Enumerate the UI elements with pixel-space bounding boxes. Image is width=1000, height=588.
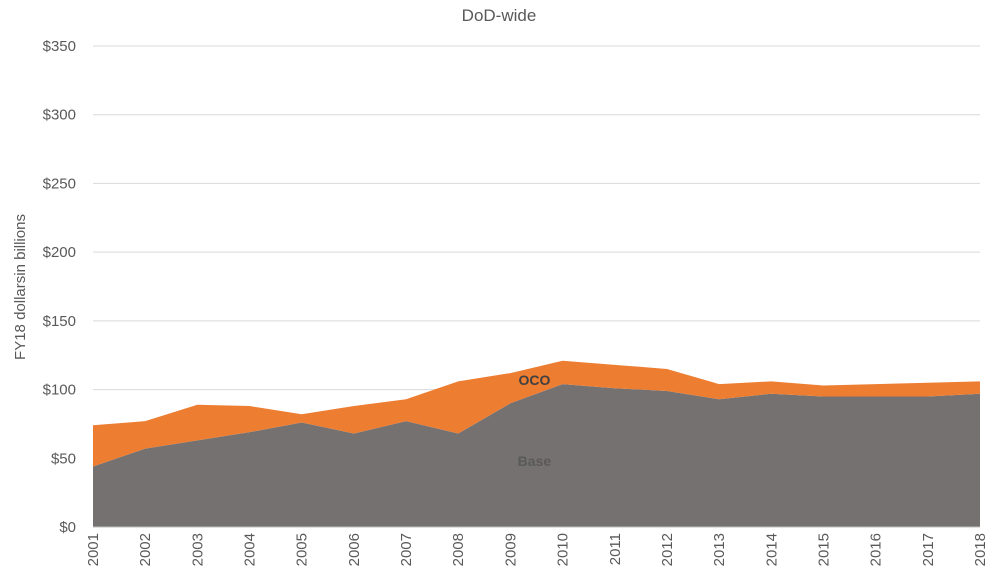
x-tick-label: 2009 xyxy=(502,533,519,566)
x-tick-label: 2006 xyxy=(346,533,363,566)
x-tick-label: 2018 xyxy=(972,533,989,566)
y-tick-label: $100 xyxy=(43,382,76,399)
y-tick-label: $150 xyxy=(43,313,76,330)
x-tick-label: 2008 xyxy=(450,533,467,566)
y-axis-ticks: $0 $50 $100 $150 $200 $250 $300 $350 xyxy=(43,38,76,536)
x-tick-label: 2007 xyxy=(398,533,415,566)
x-tick-label: 2002 xyxy=(137,533,154,566)
area-oco xyxy=(93,360,980,467)
x-tick-label: 2003 xyxy=(189,533,206,566)
chart-title: DoD-wide xyxy=(462,6,537,25)
x-tick-label: 2010 xyxy=(555,533,572,566)
x-tick-label: 2005 xyxy=(294,533,311,566)
x-tick-label: 2012 xyxy=(659,533,676,566)
x-tick-label: 2014 xyxy=(763,533,780,566)
x-tick-label: 2011 xyxy=(607,533,624,565)
area-base xyxy=(93,384,980,527)
x-axis-ticks: 2001 2002 2003 2004 2005 2006 2007 2008 2009 2010… xyxy=(85,533,989,566)
y-tick-label: $350 xyxy=(43,38,76,55)
series-label-base: Base xyxy=(518,453,552,469)
y-tick-label: $200 xyxy=(43,244,76,261)
y-tick-label: $0 xyxy=(59,519,76,536)
series-label-oco: OCO xyxy=(518,372,550,388)
y-tick-label: $300 xyxy=(43,107,76,124)
x-tick-label: 2017 xyxy=(920,533,937,566)
x-tick-label: 2016 xyxy=(868,533,885,566)
y-tick-label: $250 xyxy=(43,175,76,192)
x-tick-label: 2001 xyxy=(85,533,102,566)
series-labels: Base OCO xyxy=(518,372,552,469)
y-axis-title: FY18 dollarsin billions xyxy=(12,214,29,360)
x-tick-label: 2015 xyxy=(816,533,833,566)
gridlines xyxy=(93,45,980,459)
x-tick-label: 2013 xyxy=(711,533,728,566)
area-series xyxy=(93,360,980,527)
x-tick-label: 2004 xyxy=(242,533,259,566)
y-tick-label: $50 xyxy=(51,450,76,467)
